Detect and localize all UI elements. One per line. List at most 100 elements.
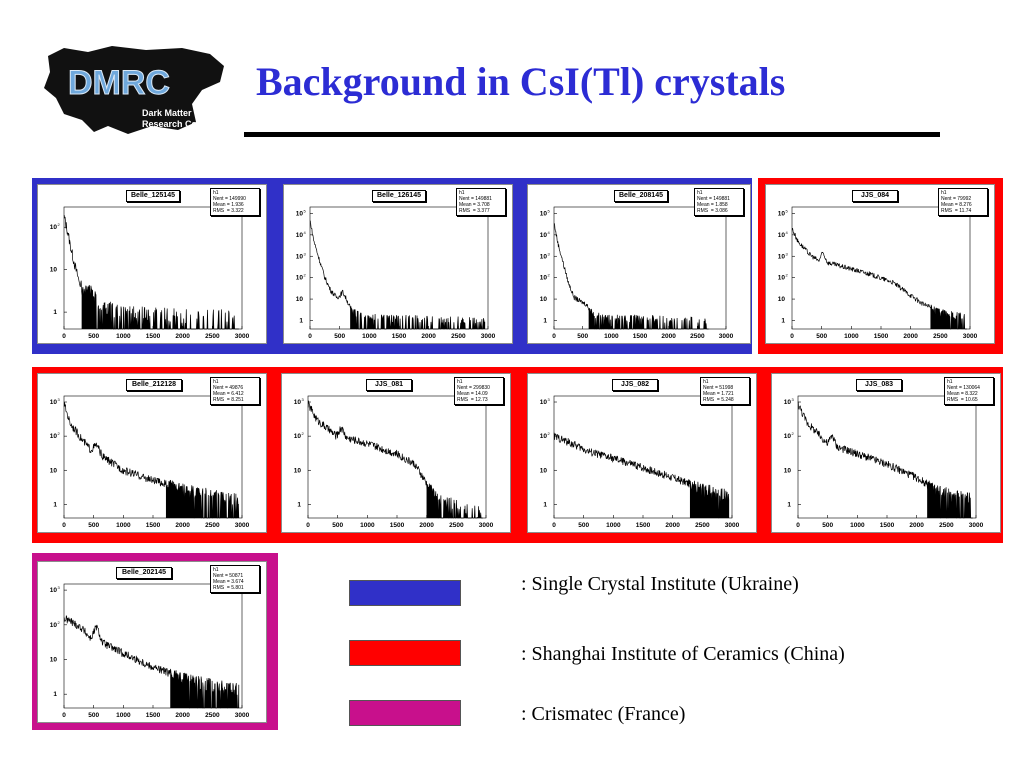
histogram-trace	[309, 220, 486, 330]
title-underline	[244, 132, 940, 137]
stats-box: h1 Nent = 49876 Mean = 6.412 RMS = 8.251	[210, 377, 260, 405]
y-tick-label: 10	[540, 467, 548, 474]
x-tick-label: 0	[62, 333, 66, 340]
histogram-title: JJS_081	[366, 379, 412, 391]
histogram-title: JJS_082	[612, 379, 658, 391]
legend-label-france: : Crismatec (France)	[521, 703, 686, 725]
y-tick-label: 10	[540, 210, 548, 217]
x-tick-label: 3000	[235, 333, 250, 340]
stats-box: h1 Nent = 50871 Mean = 3.674 RMS = 5.801	[210, 565, 260, 593]
y-tick-label: 10	[784, 467, 792, 474]
legend-label-china: : Shanghai Institute of Ceramics (China)	[521, 643, 845, 665]
histogram-panel: 0 500 1000 1500 2000 2500 3000 1 10 10 2 10 3 JJS_081…	[281, 373, 511, 533]
x-tick-label: 1000	[604, 333, 619, 340]
x-tick-label: 3000	[969, 522, 984, 529]
x-tick-label: 2500	[205, 333, 220, 340]
x-tick-label: 2500	[451, 333, 466, 340]
y-tick-label: 10	[540, 275, 548, 282]
y-tick-label: 10	[540, 399, 548, 406]
slide-title: Background in CsI(Tl) crystals	[256, 59, 786, 104]
x-tick-label: 2000	[903, 333, 918, 340]
y-tick-exponent: 2	[548, 431, 551, 436]
x-tick-label: 500	[334, 333, 345, 340]
x-tick-label: 500	[88, 712, 99, 719]
x-tick-label: 2000	[909, 522, 924, 529]
y-tick-label: 10	[540, 296, 548, 303]
x-tick-label: 3000	[235, 712, 250, 719]
y-tick-exponent: 5	[304, 208, 307, 213]
plot-frame	[553, 206, 727, 330]
y-tick-exponent: 3	[786, 251, 789, 256]
y-tick-label: 1	[787, 501, 791, 508]
x-tick-label: 2500	[695, 522, 710, 529]
y-tick-label: 10	[540, 433, 548, 440]
x-tick-label: 0	[552, 333, 556, 340]
histogram-trace	[797, 401, 973, 519]
x-tick-label: 2000	[665, 522, 680, 529]
y-tick-label: 10	[50, 224, 58, 231]
x-tick-label: 2000	[419, 522, 434, 529]
y-tick-exponent: 3	[58, 585, 61, 590]
y-tick-label: 10	[50, 656, 58, 663]
y-tick-label: 10	[778, 296, 786, 303]
y-tick-exponent: 3	[58, 397, 61, 402]
y-tick-exponent: 4	[304, 230, 307, 235]
y-tick-label: 10	[294, 433, 302, 440]
x-tick-label: 1500	[633, 333, 648, 340]
x-tick-label: 2500	[690, 333, 705, 340]
logo-line1: Dark Matter	[142, 108, 192, 118]
legend-swatch-ukraine	[349, 580, 461, 606]
y-tick-exponent: 2	[786, 273, 789, 278]
histogram-panel: 0 500 1000 1500 2000 2500 3000 1 10 10 2 10 3 Belle_2…	[37, 373, 267, 533]
x-tick-label: 500	[578, 522, 589, 529]
y-tick-label: 1	[781, 317, 785, 324]
y-tick-label: 10	[540, 253, 548, 260]
x-tick-label: 500	[822, 522, 833, 529]
x-tick-label: 1000	[116, 712, 131, 719]
y-tick-label: 10	[296, 296, 304, 303]
y-tick-label: 1	[297, 501, 301, 508]
x-tick-label: 1500	[874, 333, 889, 340]
y-tick-exponent: 3	[302, 397, 305, 402]
y-tick-label: 10	[540, 232, 548, 239]
logo-splash-shape	[44, 46, 224, 134]
x-tick-label: 500	[577, 333, 588, 340]
x-tick-label: 2500	[205, 522, 220, 529]
x-tick-label: 1000	[844, 333, 859, 340]
y-tick-label: 10	[784, 399, 792, 406]
x-tick-label: 0	[790, 333, 794, 340]
y-tick-exponent: 2	[304, 273, 307, 278]
x-tick-label: 3000	[481, 333, 496, 340]
y-tick-label: 1	[299, 317, 303, 324]
x-tick-label: 0	[62, 712, 66, 719]
stats-box: h1 Nent = 149881 Mean = 3.708 RMS = 3.37…	[456, 188, 506, 216]
x-tick-label: 3000	[725, 522, 740, 529]
y-tick-exponent: 2	[58, 222, 61, 227]
y-tick-exponent: 5	[548, 208, 551, 213]
y-tick-label: 10	[296, 210, 304, 217]
stats-box: h1 Nent = 79992 Mean = 8.276 RMS = 11.74	[938, 188, 988, 216]
x-tick-label: 1500	[390, 522, 405, 529]
histogram-title: Belle_126145	[372, 190, 426, 202]
histogram-trace	[63, 214, 239, 330]
x-tick-label: 1000	[360, 522, 375, 529]
y-tick-exponent: 3	[792, 397, 795, 402]
y-tick-label: 10	[50, 587, 58, 594]
stats-box: h1 Nent = 51998 Mean = 1.721 RMS = 5.248	[700, 377, 750, 405]
x-tick-label: 1000	[362, 333, 377, 340]
histogram-panel: 0 500 1000 1500 2000 2500 3000 1 10 10 2 10 3 10 4 10 5 B…	[283, 184, 513, 344]
x-tick-label: 0	[306, 522, 310, 529]
x-tick-label: 500	[88, 522, 99, 529]
logo-mark: DMRC	[68, 64, 170, 102]
histogram-trace	[307, 400, 483, 519]
y-tick-label: 10	[50, 467, 58, 474]
x-tick-label: 2000	[661, 333, 676, 340]
x-tick-label: 3000	[963, 333, 978, 340]
y-tick-exponent: 2	[58, 620, 61, 625]
histogram-title: Belle_125145	[126, 190, 180, 202]
y-tick-label: 10	[50, 433, 58, 440]
x-tick-label: 1500	[636, 522, 651, 529]
y-tick-label: 10	[778, 210, 786, 217]
